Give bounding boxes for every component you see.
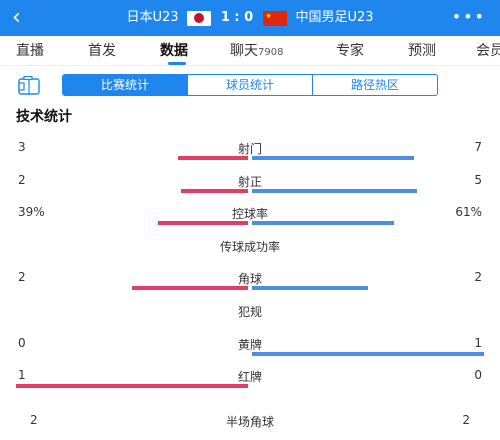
stat-row: 2 半场角球 2 <box>0 413 500 439</box>
match-title: 日本U23 1 : 0 中国男足U23 <box>0 8 500 29</box>
match-score: 1 : 0 <box>220 10 254 25</box>
subtab-match-stats[interactable]: 比赛统计 <box>63 75 187 95</box>
field-icon[interactable] <box>18 76 40 96</box>
stat-name: 半场角球 <box>225 415 274 429</box>
stat-away-value: 1 <box>474 336 482 350</box>
stat-away-value: 0 <box>474 368 482 382</box>
active-tab-indicator <box>168 62 186 65</box>
china-flag-icon <box>263 10 288 26</box>
stat-home-bar <box>16 384 248 388</box>
stat-row: 39% 控球率 61% <box>0 205 500 231</box>
stat-away-bar <box>252 352 484 356</box>
tab-lineup[interactable]: 首发 <box>88 43 116 59</box>
stat-away-bar <box>252 221 394 225</box>
tab-live[interactable]: 直播 <box>16 43 44 59</box>
stat-home-value: 1 <box>18 368 26 382</box>
section-title: 技术统计 <box>16 109 72 125</box>
japan-flag-icon <box>186 10 211 26</box>
stat-row: 犯规 <box>0 303 500 329</box>
home-team-name: 日本U23 <box>126 10 179 25</box>
stat-name: 角球 <box>237 272 262 286</box>
stat-away-value: 7 <box>474 140 482 154</box>
stat-name: 犯规 <box>237 305 262 319</box>
tab-experts[interactable]: 专家 <box>336 43 364 59</box>
stat-away-bar <box>252 189 417 193</box>
match-header: ‹ 日本U23 1 : 0 中国男足U23 ••• <box>0 0 500 36</box>
stat-away-value: 2 <box>462 413 470 427</box>
stat-home-value: 2 <box>18 270 26 284</box>
stat-away-value: 2 <box>474 270 482 284</box>
stat-name: 传球成功率 <box>219 240 280 254</box>
stat-row: 传球成功率 <box>0 238 500 264</box>
stat-home-bar <box>181 189 248 193</box>
tab-member[interactable]: 会员 <box>476 43 500 59</box>
stat-row: 1 红牌 0 <box>0 368 500 394</box>
stat-home-value: 39% <box>18 205 45 219</box>
stats-subtabs: 比赛统计 球员统计 路径热区 <box>62 74 438 96</box>
stat-home-bar <box>178 156 248 160</box>
stat-away-value: 61% <box>455 205 482 219</box>
subtab-player-stats[interactable]: 球员统计 <box>187 75 312 95</box>
away-team-name: 中国男足U23 <box>295 10 374 25</box>
chevron-left-icon[interactable]: ‹ <box>12 5 21 30</box>
tab-chat[interactable]: 聊天7908 <box>230 42 283 62</box>
tab-chat-label: 聊天 <box>230 43 258 59</box>
stat-away-value: 5 <box>474 173 482 187</box>
more-dots-icon[interactable]: ••• <box>451 7 486 26</box>
stat-name: 红牌 <box>237 370 262 384</box>
stat-row: 3 射门 7 <box>0 140 500 166</box>
stat-home-value: 2 <box>18 173 26 187</box>
stat-name: 黄牌 <box>237 338 262 352</box>
stat-home-value: 0 <box>18 336 26 350</box>
stat-row: 0 黄牌 1 <box>0 336 500 362</box>
tab-predict[interactable]: 预测 <box>408 43 436 59</box>
stat-away-bar <box>252 156 414 160</box>
tab-data[interactable]: 数据 <box>160 43 188 59</box>
subtab-heat-map[interactable]: 路径热区 <box>312 75 437 95</box>
stat-name: 射门 <box>237 142 262 156</box>
stat-home-value: 3 <box>18 140 26 154</box>
stat-row: 2 射正 5 <box>0 173 500 199</box>
stat-home-bar <box>158 221 248 225</box>
stat-home-value: 2 <box>30 413 38 427</box>
stat-name: 控球率 <box>231 207 268 221</box>
stat-name: 射正 <box>237 175 262 189</box>
stat-home-bar <box>132 286 248 290</box>
main-tabs: 直播 首发 数据 聊天7908 专家 预测 会员 <box>0 36 500 66</box>
stat-row: 2 角球 2 <box>0 270 500 296</box>
tab-chat-count: 7908 <box>258 47 284 58</box>
stat-away-bar <box>252 286 368 290</box>
